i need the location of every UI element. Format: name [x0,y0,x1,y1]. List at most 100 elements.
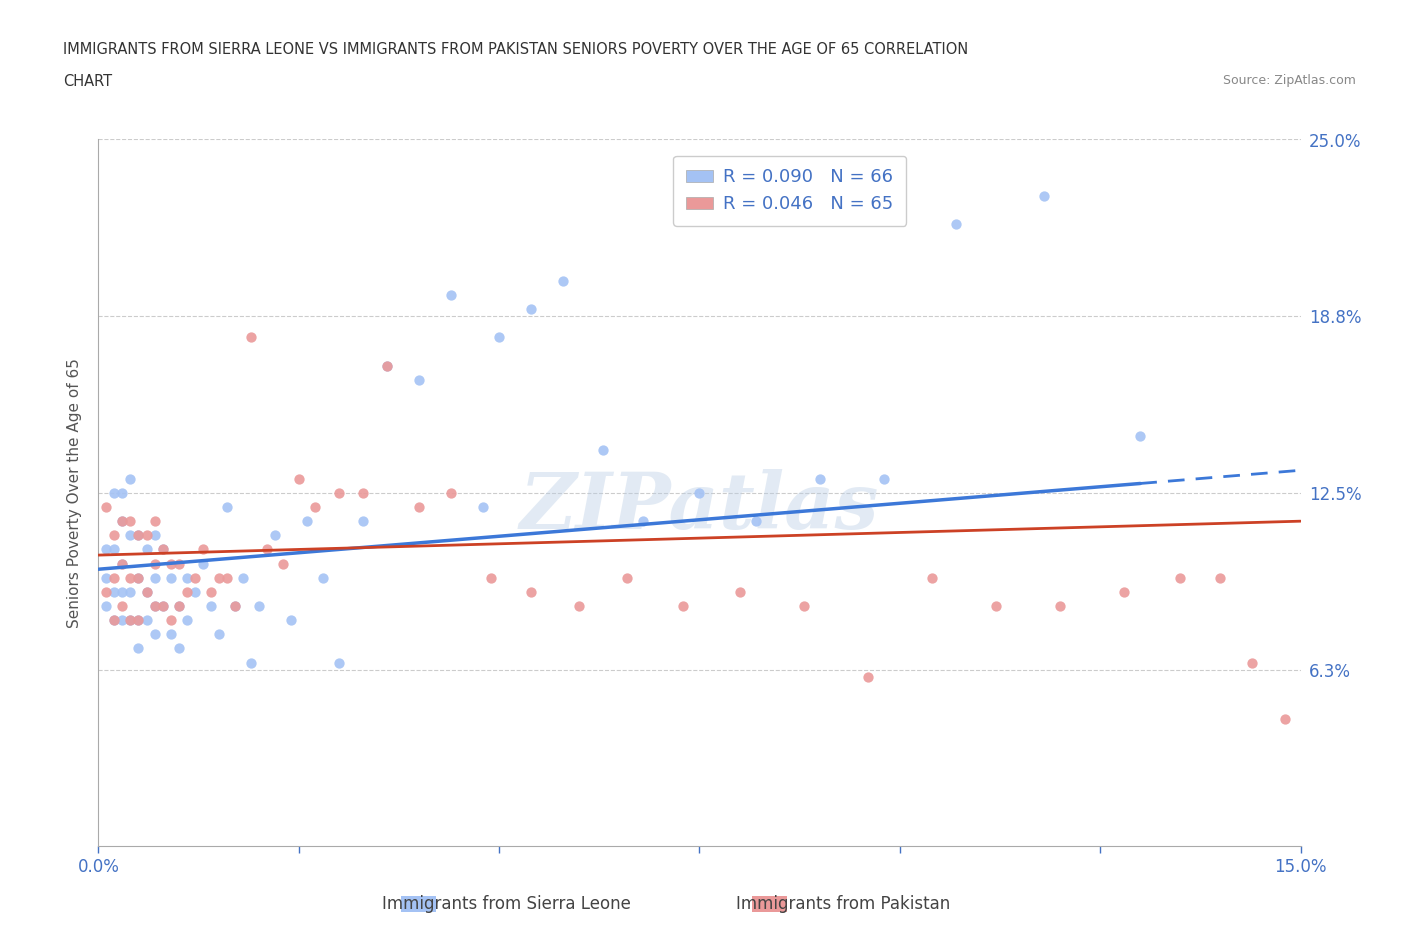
Point [159,627,181,642]
Point [183,570,205,585]
Point [304,499,326,514]
Point [120,613,142,628]
Point [191,542,214,557]
Point [440,287,463,302]
Point [1337,599,1360,614]
Point [873,472,896,486]
Point [159,570,181,585]
Point [103,528,125,543]
Point [375,358,398,373]
Point [143,513,166,528]
Point [120,570,142,585]
Point [520,301,543,316]
Point [553,273,575,288]
Point [744,513,766,528]
Point [96,584,118,599]
Point [135,584,157,599]
Point [103,485,125,500]
Point [167,641,190,656]
Point [120,613,142,628]
Point [520,584,543,599]
Point [111,599,134,614]
Point [200,584,222,599]
Point [352,513,374,528]
Point [135,584,157,599]
Point [200,599,222,614]
Point [120,513,142,528]
Point [224,599,246,614]
Point [488,330,510,345]
Point [135,528,157,543]
Point [728,584,751,599]
Point [128,528,150,543]
Legend: R = 0.090   N = 66, R = 0.046   N = 65: R = 0.090 N = 66, R = 0.046 N = 65 [673,155,907,226]
Point [280,613,302,628]
Point [96,499,118,514]
Point [271,556,294,571]
Point [1378,627,1400,642]
Point [103,570,125,585]
Point [921,570,943,585]
Point [856,670,879,684]
Point [984,599,1007,614]
Point [945,217,967,232]
Point [183,584,205,599]
Point [1049,599,1071,614]
Point [793,599,815,614]
Point [167,599,190,614]
Point [1305,542,1327,557]
Point [111,513,134,528]
Point [143,599,166,614]
Point [96,570,118,585]
Text: Immigrants from Pakistan: Immigrants from Pakistan [737,895,950,913]
Point [295,513,318,528]
Point [375,358,398,373]
Point [472,499,495,514]
Point [152,542,174,557]
Point [191,556,214,571]
Text: Immigrants from Sierra Leone: Immigrants from Sierra Leone [381,895,631,913]
Point [633,513,655,528]
Point [120,528,142,543]
Point [111,485,134,500]
Point [128,528,150,543]
Point [103,613,125,628]
Point [120,584,142,599]
Point [568,599,591,614]
Point [672,599,695,614]
Point [1170,570,1192,585]
Y-axis label: Seniors Poverty Over the Age of 65: Seniors Poverty Over the Age of 65 [67,358,83,628]
Point [135,613,157,628]
Point [159,556,181,571]
Point [208,570,231,585]
Point [408,499,430,514]
Point [167,556,190,571]
Point [128,641,150,656]
Point [808,472,831,486]
Point [1393,513,1406,528]
Point [208,627,231,642]
Text: Source: ZipAtlas.com: Source: ZipAtlas.com [1223,74,1357,87]
Point [103,584,125,599]
Point [152,542,174,557]
Point [128,570,150,585]
Point [111,556,134,571]
Point [111,556,134,571]
Point [135,542,157,557]
Point [128,570,150,585]
Point [128,613,150,628]
Point [1033,189,1056,204]
Point [167,599,190,614]
Point [1129,429,1152,444]
Point [176,584,198,599]
Point [103,542,125,557]
Point [616,570,638,585]
Point [1114,584,1136,599]
Point [215,570,238,585]
Text: ZIPatlas: ZIPatlas [520,469,879,545]
Point [176,613,198,628]
Point [152,599,174,614]
Point [239,330,262,345]
Point [111,613,134,628]
Point [120,472,142,486]
